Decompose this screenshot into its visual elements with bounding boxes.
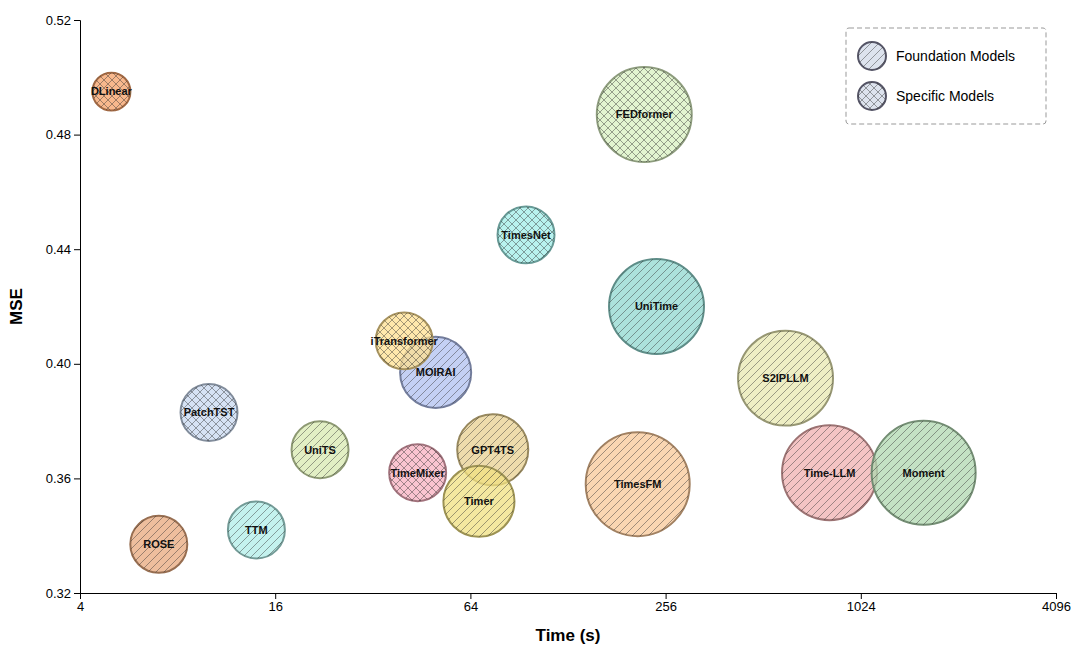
- legend: Foundation Models Specific Models: [846, 28, 1046, 124]
- tick: 64: [464, 593, 478, 614]
- tick-label: 4096: [1042, 599, 1071, 614]
- bubble-hatch: [872, 421, 976, 525]
- tick: 0.40: [46, 356, 80, 371]
- point-labels: ROSE TTM UniTS MOIRAI GPT4TS Timer TimesFM UniT…: [91, 85, 945, 550]
- tick-label: 0.32: [46, 586, 71, 601]
- tick-label: 0.40: [46, 356, 71, 371]
- bubble-hatch: [498, 206, 555, 263]
- point-label: UniTS: [304, 444, 336, 456]
- tick-label: 4: [77, 599, 84, 614]
- tick-label: 0.36: [46, 471, 71, 486]
- tick-mark: [275, 593, 276, 599]
- point-label: Time-LLM: [804, 467, 856, 479]
- tick: 256: [655, 593, 677, 614]
- tick-label: 0.44: [46, 242, 71, 257]
- bubble-hatch: [228, 501, 285, 558]
- legend-swatch: [858, 42, 886, 70]
- bubble-hatch: [292, 421, 349, 478]
- tick-mark: [74, 249, 80, 250]
- point-label: Timer: [464, 495, 494, 507]
- bubble: [498, 206, 555, 263]
- point-label: PatchTST: [184, 406, 235, 418]
- y-axis-title: MSE: [7, 288, 26, 325]
- y-axis: 0.32 0.36 0.40 0.44 0.48 0.52: [46, 13, 81, 601]
- point-label: FEDformer: [616, 108, 674, 120]
- tick: 1024: [847, 593, 876, 614]
- bubble: [586, 432, 690, 536]
- point-label: ROSE: [143, 538, 174, 550]
- tick-mark: [470, 593, 471, 599]
- bubble-hatch: [609, 259, 704, 354]
- bubble: [738, 331, 833, 426]
- point-label: Moment: [903, 467, 946, 479]
- tick-mark: [74, 20, 80, 21]
- tick-mark: [74, 478, 80, 479]
- tick: 16: [268, 593, 282, 614]
- x-axis: 4 16 64 256 1024 4096: [77, 593, 1071, 614]
- legend-label: Specific Models: [896, 88, 994, 104]
- tick-label: 64: [464, 599, 478, 614]
- bubble: [782, 425, 877, 520]
- point-label: DLinear: [91, 85, 133, 97]
- legend-swatch-hatch: [858, 82, 886, 110]
- point-label: TimeMixer: [391, 467, 446, 479]
- tick-label: 0.48: [46, 127, 71, 142]
- tick: 4: [77, 593, 84, 614]
- legend-label: Foundation Models: [896, 48, 1015, 64]
- tick: 0.44: [46, 242, 80, 257]
- tick: 4096: [1042, 593, 1071, 614]
- legend-swatch-hatch: [858, 42, 886, 70]
- bubble: [130, 516, 187, 573]
- legend-swatch: [858, 82, 886, 110]
- tick-mark: [666, 593, 667, 599]
- bubble-hatch: [738, 331, 833, 426]
- bubble-hatch: [782, 425, 877, 520]
- legend-box: [846, 28, 1046, 124]
- bubble: [872, 421, 976, 525]
- bubble-hatch: [181, 384, 238, 441]
- axis-line: [81, 594, 1057, 600]
- tick: 0.52: [46, 13, 80, 28]
- point-label: S2IPLLM: [762, 372, 808, 384]
- x-axis-title: Time (s): [536, 626, 601, 645]
- tick-label: 16: [268, 599, 282, 614]
- point-label: TimesNet: [501, 229, 551, 241]
- point-label: MOIRAI: [416, 366, 456, 378]
- bubble: [609, 259, 704, 354]
- tick-label: 0.52: [46, 13, 71, 28]
- tick-mark: [74, 593, 80, 594]
- tick-mark: [74, 364, 80, 365]
- bubble-hatch: [389, 444, 446, 501]
- tick-label: 1024: [847, 599, 876, 614]
- tick: 0.32: [46, 586, 80, 601]
- axis-line: [74, 21, 81, 594]
- tick-label: 256: [655, 599, 677, 614]
- bubble: [597, 67, 692, 162]
- tick: 0.48: [46, 127, 80, 142]
- bubble: [228, 501, 285, 558]
- tick-mark: [1056, 593, 1057, 599]
- chart: 4 16 64 256 1024 4096 0.32 0.36 0.40 0.44 0.48 0.52…: [0, 0, 1080, 655]
- point-label: GPT4TS: [471, 444, 514, 456]
- bubble: [443, 466, 514, 537]
- bubble-hatch: [597, 67, 692, 162]
- bubble-hatch: [130, 516, 187, 573]
- point-label: UniTime: [635, 300, 678, 312]
- tick-mark: [74, 135, 80, 136]
- point-label: iTransformer: [371, 335, 439, 347]
- bubble-hatch: [443, 466, 514, 537]
- bubble-hatch: [586, 432, 690, 536]
- bubble: [389, 444, 446, 501]
- tick-mark: [861, 593, 862, 599]
- bubble: [181, 384, 238, 441]
- point-label: TimesFM: [614, 478, 661, 490]
- point-label: TTM: [245, 524, 268, 536]
- bubble: [292, 421, 349, 478]
- tick: 0.36: [46, 471, 80, 486]
- plot-area: [92, 67, 975, 573]
